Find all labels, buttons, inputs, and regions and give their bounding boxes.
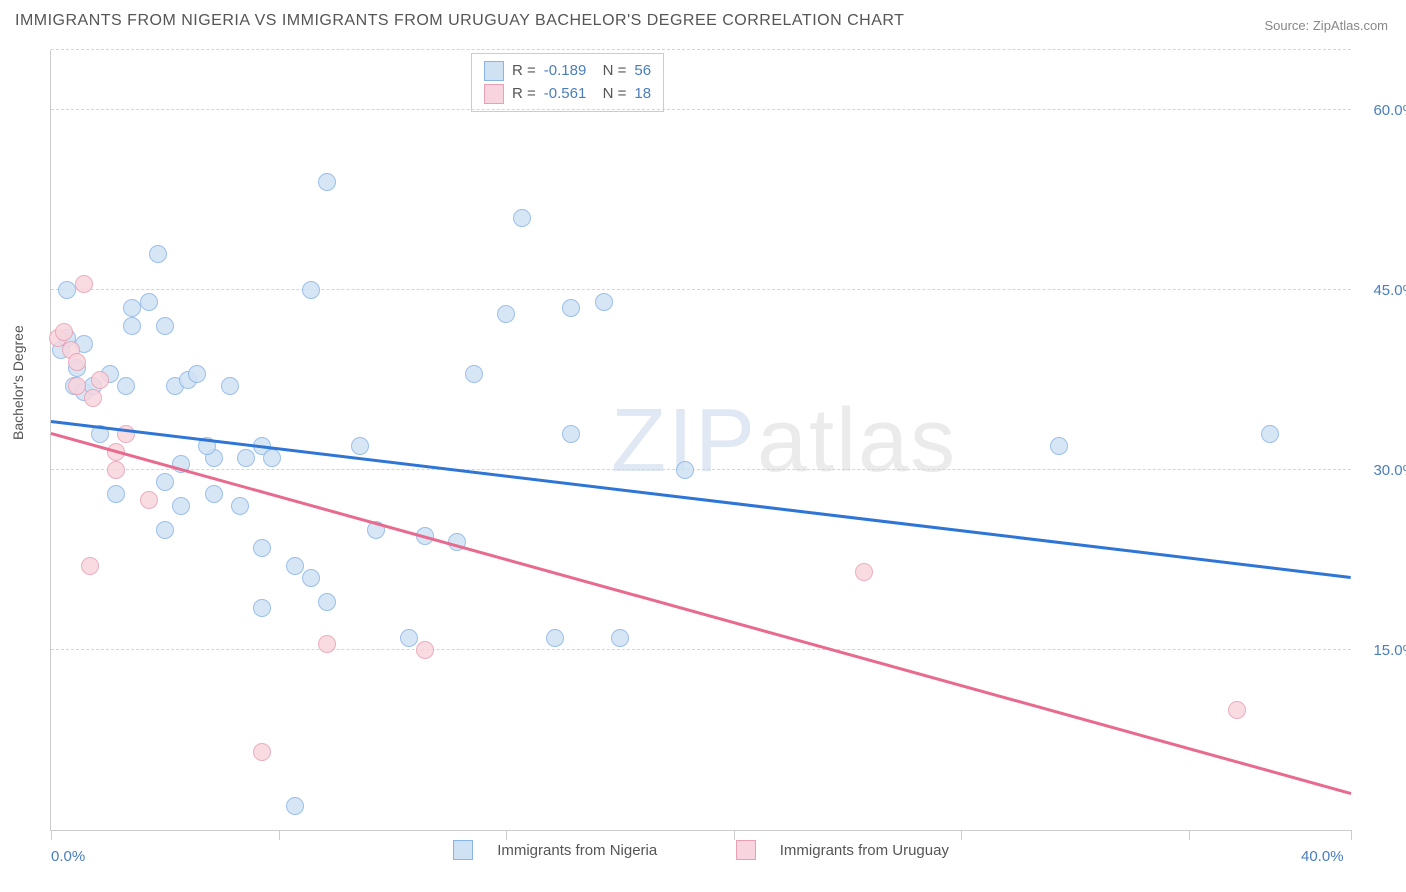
- x-tick: [506, 830, 507, 840]
- grid-line: [51, 469, 1351, 470]
- y-tick-label: 60.0%: [1373, 102, 1406, 119]
- legend-bottom: Immigrants from Nigeria Immigrants from …: [51, 840, 1351, 860]
- data-point: [1050, 437, 1068, 455]
- data-point: [156, 473, 174, 491]
- plot-area: ZIPatlas R = -0.189 N = 56 R = -0.561 N …: [50, 50, 1351, 831]
- source-label: Source: ZipAtlas.com: [1264, 18, 1388, 33]
- trend-line: [51, 432, 1352, 794]
- legend-r-value-1: -0.561: [544, 83, 587, 106]
- x-tick: [51, 830, 52, 840]
- chart-title: IMMIGRANTS FROM NIGERIA VS IMMIGRANTS FR…: [15, 12, 904, 30]
- data-point: [302, 281, 320, 299]
- swatch-nigeria-bottom: [453, 840, 473, 860]
- data-point: [400, 629, 418, 647]
- legend-r-label: R =: [512, 83, 536, 106]
- data-point: [318, 173, 336, 191]
- swatch-uruguay-bottom: [736, 840, 756, 860]
- data-point: [513, 209, 531, 227]
- legend-n-value-1: 18: [634, 83, 651, 106]
- y-tick-label: 30.0%: [1373, 462, 1406, 479]
- data-point: [188, 365, 206, 383]
- data-point: [318, 593, 336, 611]
- data-point: [351, 437, 369, 455]
- y-tick-label: 15.0%: [1373, 642, 1406, 659]
- data-point: [156, 317, 174, 335]
- swatch-nigeria: [484, 61, 504, 81]
- data-point: [611, 629, 629, 647]
- x-tick: [1189, 830, 1190, 840]
- data-point: [546, 629, 564, 647]
- data-point: [84, 389, 102, 407]
- data-point: [562, 299, 580, 317]
- data-point: [497, 305, 515, 323]
- grid-line: [51, 109, 1351, 110]
- data-point: [302, 569, 320, 587]
- data-point: [221, 377, 239, 395]
- legend-n-label: N =: [594, 60, 626, 83]
- data-point: [562, 425, 580, 443]
- x-tick-label: 40.0%: [1301, 848, 1344, 865]
- data-point: [318, 635, 336, 653]
- data-point: [855, 563, 873, 581]
- data-point: [156, 521, 174, 539]
- data-point: [107, 461, 125, 479]
- data-point: [253, 743, 271, 761]
- grid-line: [51, 289, 1351, 290]
- legend-n-label: N =: [594, 83, 626, 106]
- data-point: [117, 377, 135, 395]
- x-tick: [1351, 830, 1352, 840]
- data-point: [205, 485, 223, 503]
- legend-r-label: R =: [512, 60, 536, 83]
- x-tick: [279, 830, 280, 840]
- data-point: [140, 491, 158, 509]
- data-point: [465, 365, 483, 383]
- data-point: [149, 245, 167, 263]
- data-point: [123, 317, 141, 335]
- data-point: [68, 353, 86, 371]
- legend-n-value-0: 56: [634, 60, 651, 83]
- data-point: [253, 539, 271, 557]
- legend-label-uruguay: Immigrants from Uruguay: [780, 842, 949, 859]
- x-tick: [961, 830, 962, 840]
- data-point: [263, 449, 281, 467]
- grid-line: [51, 649, 1351, 650]
- legend-row-nigeria: R = -0.189 N = 56: [484, 60, 651, 83]
- legend-stats: R = -0.189 N = 56 R = -0.561 N = 18: [471, 53, 664, 112]
- data-point: [237, 449, 255, 467]
- x-tick: [734, 830, 735, 840]
- data-point: [75, 275, 93, 293]
- data-point: [595, 293, 613, 311]
- y-axis-label: Bachelor's Degree: [10, 325, 26, 440]
- watermark-atlas: atlas: [757, 391, 957, 491]
- data-point: [68, 377, 86, 395]
- data-point: [1261, 425, 1279, 443]
- data-point: [55, 323, 73, 341]
- data-point: [1228, 701, 1246, 719]
- legend-r-value-0: -0.189: [544, 60, 587, 83]
- data-point: [253, 599, 271, 617]
- grid-line: [51, 49, 1351, 50]
- legend-label-nigeria: Immigrants from Nigeria: [497, 842, 657, 859]
- data-point: [676, 461, 694, 479]
- data-point: [140, 293, 158, 311]
- x-tick-label: 0.0%: [51, 848, 85, 865]
- watermark: ZIPatlas: [611, 390, 957, 493]
- data-point: [91, 371, 109, 389]
- swatch-uruguay: [484, 84, 504, 104]
- data-point: [107, 485, 125, 503]
- data-point: [286, 797, 304, 815]
- y-tick-label: 45.0%: [1373, 282, 1406, 299]
- data-point: [172, 497, 190, 515]
- legend-row-uruguay: R = -0.561 N = 18: [484, 83, 651, 106]
- data-point: [231, 497, 249, 515]
- data-point: [416, 641, 434, 659]
- data-point: [81, 557, 99, 575]
- data-point: [286, 557, 304, 575]
